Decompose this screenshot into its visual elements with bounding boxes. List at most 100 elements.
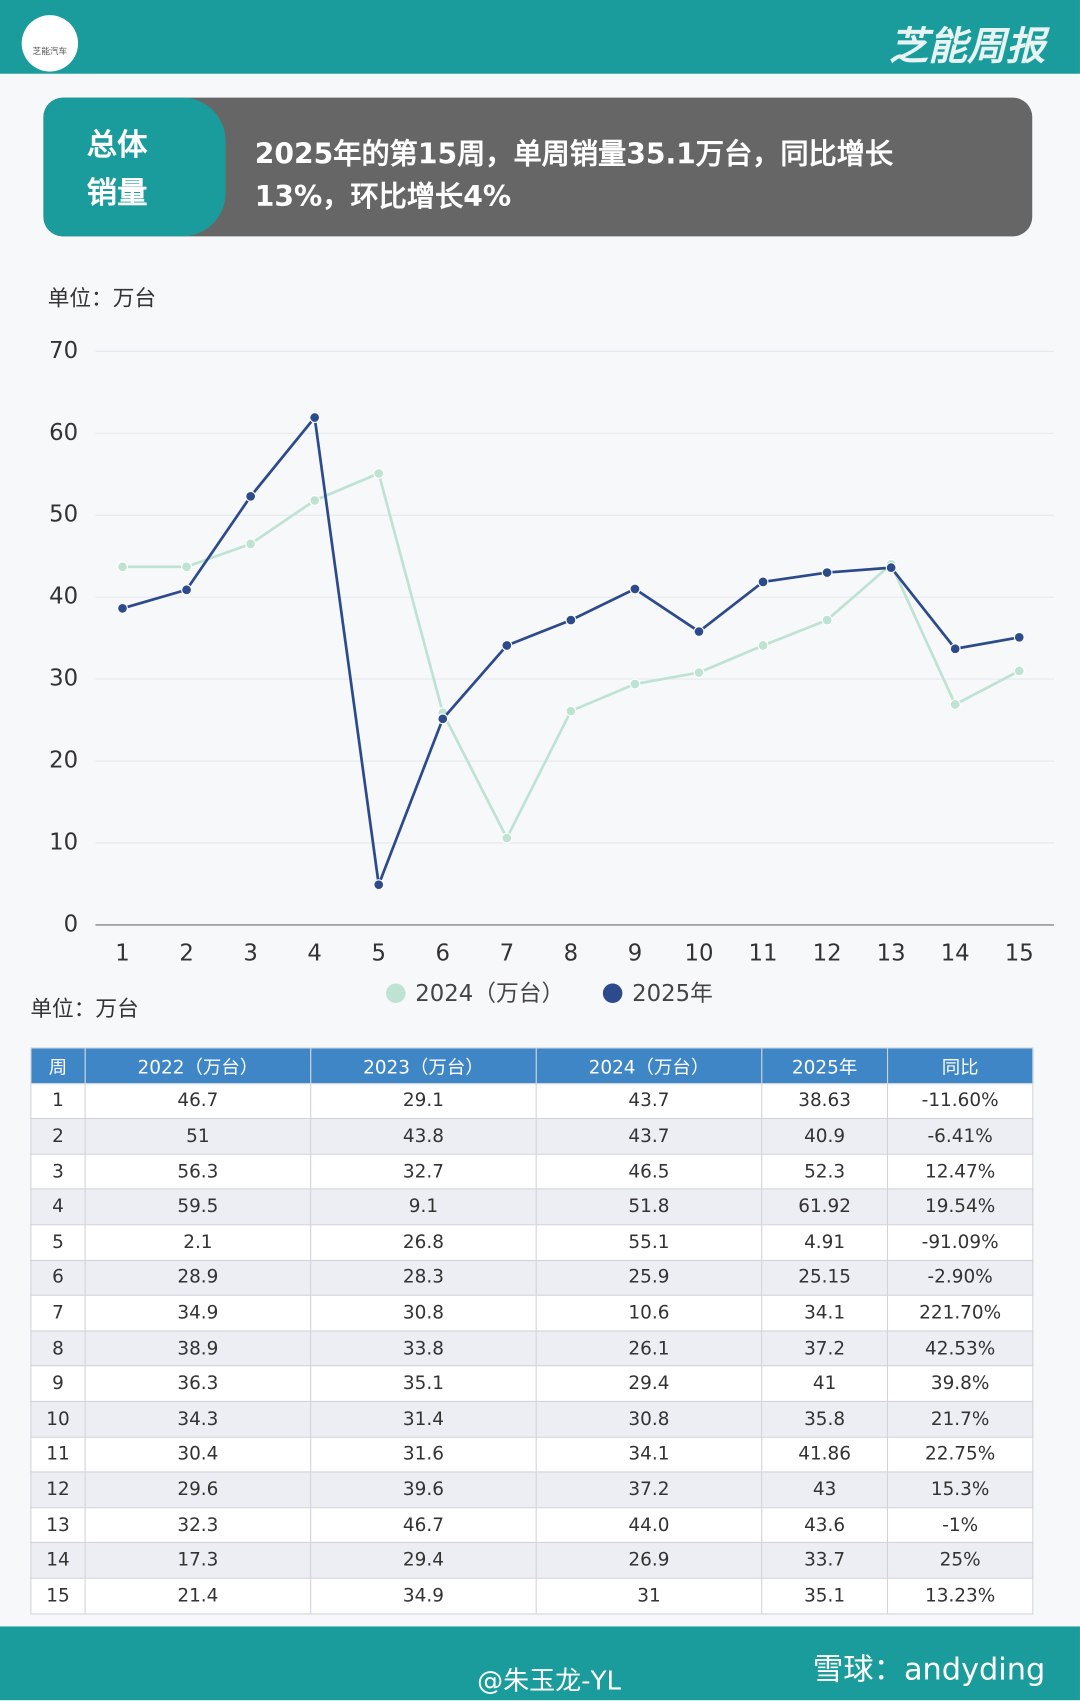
table-row: 8 38.9 33.8 26.1 37.2 42.53% (30, 1330, 1034, 1367)
table-cell: 15.3% (886, 1471, 1034, 1508)
table-cell: 29.1 (310, 1082, 537, 1120)
summary-label: 总体 (86, 126, 148, 163)
table-cell: 30.8 (310, 1294, 537, 1332)
table-cell: -6.41% (886, 1118, 1034, 1155)
table-cell: 42.53% (886, 1330, 1034, 1367)
series-point (309, 495, 321, 506)
series-point (181, 584, 192, 596)
table-cell: 29.4 (535, 1365, 763, 1402)
table-cell: 43.8 (310, 1118, 537, 1155)
series-point (117, 602, 128, 614)
table-cell: 9.1 (310, 1188, 537, 1226)
table-cell: 55.1 (535, 1224, 763, 1261)
x-tick-label: 2 (179, 941, 193, 967)
table-cell: 30.4 (84, 1436, 312, 1473)
table-cell: 11 (30, 1436, 86, 1473)
table-row: 1 46.7 29.1 43.7 38.63 -11.60% (30, 1082, 1034, 1120)
table-cell: 61.92 (761, 1188, 889, 1226)
table-cell: 30.8 (535, 1400, 763, 1438)
legend-label: 2025年 (632, 981, 713, 1007)
table-cell: 36.3 (84, 1365, 312, 1402)
y-tick-label: 0 (64, 911, 78, 937)
table-cell: 37.2 (535, 1471, 763, 1508)
series-point (501, 640, 513, 651)
table-cell: 38.63 (761, 1082, 889, 1120)
table-cell: 26.8 (310, 1224, 537, 1261)
series-point (949, 699, 961, 710)
x-tick-label: 14 (941, 941, 970, 967)
series-line (122, 471, 1020, 842)
table-cell: 2 (30, 1118, 86, 1155)
header-row: 周 2022（万台） 2023（万台） 2024（万台） 2025年 同比 (30, 1047, 1034, 1084)
table-cell: 31.6 (310, 1436, 537, 1473)
table-cell: 26.1 (535, 1330, 763, 1367)
table-cell: 59.5 (84, 1188, 312, 1226)
header-cell: 同比 (886, 1047, 1034, 1084)
series-point (117, 561, 128, 573)
table-cell: 28.3 (310, 1259, 537, 1296)
series-point (501, 832, 513, 844)
table-row: 9 36.3 35.1 29.4 41 39.8% (30, 1365, 1034, 1402)
table-cell: 38.9 (84, 1330, 312, 1367)
table-cell: 7 (30, 1294, 86, 1332)
table-cell: -1% (886, 1506, 1034, 1544)
series-point (757, 640, 769, 651)
series-line (122, 414, 1020, 886)
x-tick-label: 4 (307, 941, 321, 967)
table-cell: 40.9 (761, 1118, 889, 1155)
table-cell: 32.7 (310, 1153, 537, 1190)
table-cell: 12.47% (886, 1153, 1034, 1190)
header-bar (0, 0, 1080, 74)
table-cell: 51.8 (535, 1188, 763, 1226)
table-unit: 单位：万台 (30, 995, 139, 1022)
series-point (629, 583, 641, 595)
footer-xueqiu: 雪球：andyding (812, 1651, 1046, 1688)
header-cell: 2024（万台） (535, 1047, 763, 1084)
series-point (565, 614, 577, 626)
x-tick-label: 6 (436, 941, 450, 967)
table-cell: -11.60% (886, 1082, 1034, 1120)
logo (21, 15, 79, 72)
legend-swatch (386, 983, 406, 1003)
series-point (821, 614, 833, 626)
table-cell: 34.9 (84, 1294, 312, 1332)
summary-label-box (43, 97, 226, 237)
table-cell: 33.7 (761, 1542, 889, 1579)
series-point (181, 561, 192, 573)
header-cell: 周 (30, 1047, 86, 1084)
legend-swatch (602, 983, 623, 1003)
series-point (693, 626, 705, 637)
table-cell: 4 (30, 1188, 86, 1226)
header-cell: 2025年 (761, 1047, 889, 1084)
series-point (629, 678, 641, 690)
table-row: 14 17.3 29.4 26.9 33.7 25% (30, 1542, 1034, 1579)
table-cell: 41.86 (761, 1436, 889, 1473)
table-cell: -91.09% (886, 1224, 1034, 1261)
data-table: 周 2022（万台） 2023（万台） 2024（万台） 2025年 同比 1 46.7 29.… (30, 1047, 1034, 1614)
table-cell: 2.1 (84, 1224, 312, 1261)
x-tick-label: 15 (1005, 941, 1034, 967)
table-cell: 4.91 (761, 1224, 889, 1261)
unit-label: 单位：万台 (48, 286, 156, 311)
table-cell: 10 (30, 1400, 86, 1438)
x-tick-label: 5 (371, 941, 385, 967)
footer-bar (0, 1626, 1080, 1701)
table-cell: 15 (30, 1577, 86, 1614)
table-cell: 37.2 (761, 1330, 889, 1367)
x-tick-label: 10 (685, 941, 714, 967)
table-row: 15 21.4 34.9 31 35.1 13.23% (30, 1577, 1034, 1614)
y-tick-label: 20 (49, 748, 78, 774)
table-cell: 44.0 (535, 1506, 763, 1544)
footer-weibo: @朱玉龙-YL (477, 1665, 621, 1696)
table-cell: 52.3 (761, 1153, 889, 1190)
brand: 芝能周报 (889, 24, 1046, 70)
table-cell: 1 (30, 1082, 86, 1120)
series-point (821, 567, 833, 578)
table-cell: 34.1 (761, 1294, 889, 1332)
table-row: 2 51 43.8 43.7 40.9 -6.41% (30, 1118, 1034, 1155)
table-cell: 28.9 (84, 1259, 312, 1296)
header-cell: 2023（万台） (310, 1047, 537, 1084)
table-row: 5 2.1 26.8 55.1 4.91 -91.09% (30, 1224, 1034, 1261)
x-tick-label: 7 (500, 941, 514, 967)
